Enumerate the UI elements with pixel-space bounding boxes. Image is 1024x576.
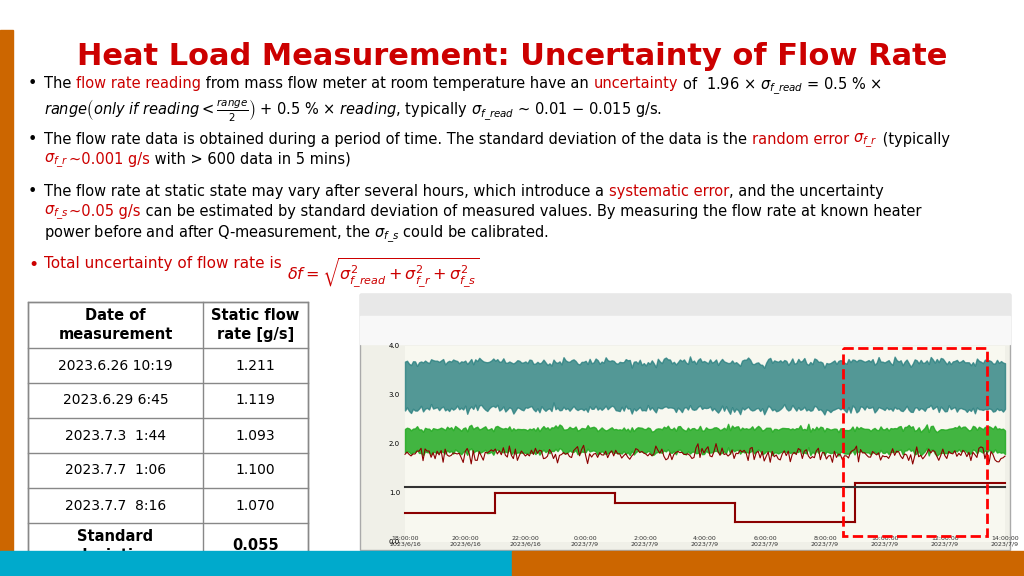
Text: •: • <box>28 184 37 199</box>
Text: 1.100: 1.100 <box>236 464 275 478</box>
Text: uncertainty: uncertainty <box>593 76 678 91</box>
Text: ~0.05 g/s: ~0.05 g/s <box>69 204 140 219</box>
Text: 3.0: 3.0 <box>389 392 400 398</box>
Text: The flow rate at static state may vary after several hours, which introduce a: The flow rate at static state may vary a… <box>44 184 608 199</box>
Text: 10:00:00
2023/7/9: 10:00:00 2023/7/9 <box>871 536 899 547</box>
Text: 18:00:00
2023/6/16: 18:00:00 2023/6/16 <box>389 536 421 547</box>
Text: 1.093: 1.093 <box>236 429 275 442</box>
Text: 0:00:00
2023/7/9: 0:00:00 2023/7/9 <box>571 536 599 547</box>
Text: The: The <box>44 76 76 91</box>
Bar <box>0 551 512 576</box>
Text: Date of
measurement: Date of measurement <box>58 308 173 342</box>
Text: 14:00:00
2023/7/9: 14:00:00 2023/7/9 <box>991 536 1019 547</box>
Text: 2023.7.7  8:16: 2023.7.7 8:16 <box>65 498 166 513</box>
Text: $\delta f = \sqrt{\sigma_{f\_read}^2 + \sigma_{f\_r}^2 + \sigma_{f\_s}^2}$: $\delta f = \sqrt{\sigma_{f\_read}^2 + \… <box>287 256 479 289</box>
Text: The flow rate data is obtained during a period of time. The standard deviation o: The flow rate data is obtained during a … <box>44 132 752 147</box>
Text: of  1.96 × $\sigma_{f\_read}$ = 0.5 % ×: of 1.96 × $\sigma_{f\_read}$ = 0.5 % × <box>678 76 882 97</box>
Text: $\it{range}$$\left(\it{only\ if\ reading} < \frac{\it{range}}{2}\right)$ + 0.5 %: $\it{range}$$\left(\it{only\ if\ reading… <box>44 98 662 124</box>
Text: $\sigma_{f\_r}$: $\sigma_{f\_r}$ <box>44 152 69 170</box>
Text: •: • <box>28 76 37 91</box>
Bar <box>360 294 1010 550</box>
Bar <box>360 294 1010 316</box>
Text: flow rate reading: flow rate reading <box>76 76 201 91</box>
Text: power before and after Q-measurement, the $\sigma_{f\_s}$ could be calibrated.: power before and after Q-measurement, th… <box>44 224 549 245</box>
Text: can be estimated by standard deviation of measured values. By measuring the flow: can be estimated by standard deviation o… <box>140 204 922 219</box>
Text: 2023.6.26 10:19: 2023.6.26 10:19 <box>58 358 173 373</box>
Text: Static flow
rate [g/s]: Static flow rate [g/s] <box>211 308 300 342</box>
Bar <box>360 316 1010 344</box>
Text: ~0.001 g/s: ~0.001 g/s <box>69 152 150 167</box>
Text: 1.070: 1.070 <box>236 498 275 513</box>
Text: , and the uncertainty: , and the uncertainty <box>729 184 884 199</box>
Text: •: • <box>28 256 38 274</box>
Text: 2:00:00
2023/7/9: 2:00:00 2023/7/9 <box>631 536 659 547</box>
Text: •: • <box>28 132 37 147</box>
Text: The $\mathbf{}$: The $\mathbf{}$ <box>44 76 48 81</box>
Text: 2023.6.29 6:45: 2023.6.29 6:45 <box>62 393 168 407</box>
Text: 1.211: 1.211 <box>236 358 275 373</box>
Text: $\sigma_{f\_s}$: $\sigma_{f\_s}$ <box>44 204 69 222</box>
Text: 1.0: 1.0 <box>389 490 400 496</box>
Text: 12:00:00
2023/7/9: 12:00:00 2023/7/9 <box>931 536 959 547</box>
Text: 4:00:00
2023/7/9: 4:00:00 2023/7/9 <box>691 536 719 547</box>
Text: 20:00:00
2023/6/16: 20:00:00 2023/6/16 <box>450 536 481 547</box>
Text: 2.0: 2.0 <box>389 441 400 447</box>
Bar <box>843 348 987 536</box>
Text: (typically: (typically <box>879 132 950 147</box>
Text: 0.0: 0.0 <box>389 539 400 545</box>
Bar <box>28 302 308 569</box>
Text: systematic error: systematic error <box>608 184 729 199</box>
Bar <box>0 30 13 576</box>
Text: from mass flow meter at room temperature have an: from mass flow meter at room temperature… <box>201 76 593 91</box>
Text: 6:00:00
2023/7/9: 6:00:00 2023/7/9 <box>751 536 779 547</box>
Text: 22:00:00
2023/6/16: 22:00:00 2023/6/16 <box>509 536 541 547</box>
Text: 2023.7.3  1:44: 2023.7.3 1:44 <box>65 429 166 442</box>
Text: 0.055: 0.055 <box>232 539 279 554</box>
Text: 2023.7.7  1:06: 2023.7.7 1:06 <box>65 464 166 478</box>
Text: 1.119: 1.119 <box>236 393 275 407</box>
Text: Standard
deviation: Standard deviation <box>77 529 155 563</box>
Text: Total uncertainty of flow rate is: Total uncertainty of flow rate is <box>44 256 287 271</box>
Text: Heat Load Measurement: Uncertainty of Flow Rate: Heat Load Measurement: Uncertainty of Fl… <box>77 42 947 71</box>
Bar <box>406 346 1005 542</box>
Text: with > 600 data in 5 mins): with > 600 data in 5 mins) <box>150 152 350 167</box>
Bar <box>512 551 1024 576</box>
Text: 4.0: 4.0 <box>389 343 400 349</box>
Text: random error: random error <box>752 132 853 147</box>
Text: 8:00:00
2023/7/9: 8:00:00 2023/7/9 <box>811 536 839 547</box>
Text: $\sigma_{f\_r}$: $\sigma_{f\_r}$ <box>853 132 879 150</box>
